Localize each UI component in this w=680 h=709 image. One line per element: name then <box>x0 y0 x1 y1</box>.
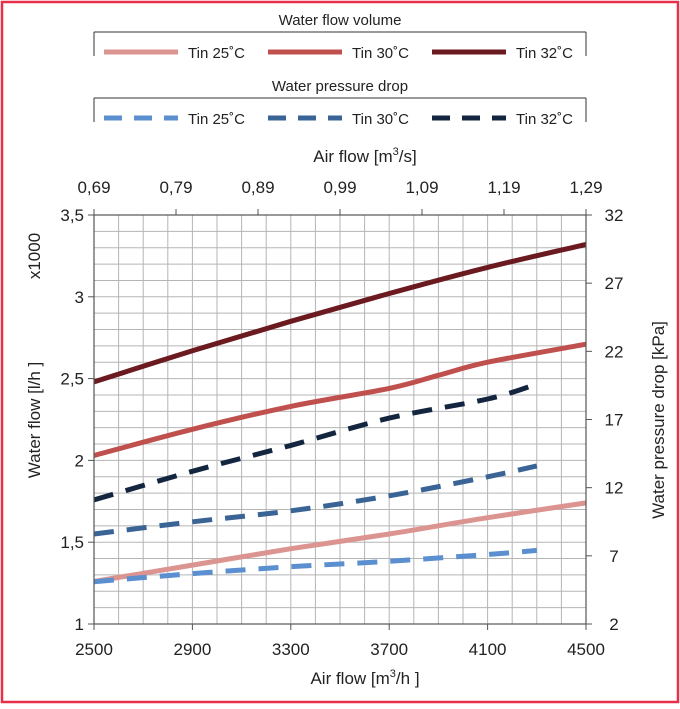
series-group <box>93 241 587 585</box>
legend-label: Tin 30˚C <box>352 111 409 128</box>
y-left-tick-label: 3,5 <box>60 206 84 225</box>
series-line <box>93 500 587 584</box>
grid <box>94 215 586 624</box>
x-bottom-tick-label: 2900 <box>173 640 211 659</box>
legend-entry: Tin 30˚C <box>268 111 409 128</box>
legend-pressure-drop: Water pressure drop Tin 25˚C Tin 30˚C Ti… <box>93 78 587 128</box>
series-line <box>93 241 587 385</box>
x-top-tick-label: 1,09 <box>405 178 438 197</box>
plot-border <box>93 214 587 625</box>
y-right-tick-label: 17 <box>605 411 624 430</box>
legend-entry: Tin 25˚C <box>104 111 245 128</box>
x-top-tick-label: 0,89 <box>241 178 274 197</box>
x-bottom-tick-label: 4100 <box>469 640 507 659</box>
top-axis-title: Air flow [m3/s] <box>313 146 416 166</box>
x-bottom-tick-label: 2500 <box>75 640 113 659</box>
y-left-multiplier: x1000 <box>25 233 44 279</box>
legend-label: Tin 30˚C <box>352 45 409 62</box>
legend-title: Water pressure drop <box>272 78 408 95</box>
x-bottom-tick-label: 4500 <box>567 640 605 659</box>
y-right-tick-label: 7 <box>609 547 618 566</box>
series-line <box>93 463 538 537</box>
legend-label: Tin 25˚C <box>188 111 245 128</box>
y-right-tick-label: 22 <box>605 342 624 361</box>
y-left-tick-label: 2,5 <box>60 370 84 389</box>
tick-labels: 2500 2900 3300 3700 4100 4500 0,69 0,79 0,89 0,99… <box>60 178 623 659</box>
legend-label: Tin 32˚C <box>516 45 573 62</box>
y-left-tick-label: 1 <box>75 615 84 634</box>
x-bottom-tick-label: 3300 <box>272 640 310 659</box>
y-left-tick-label: 3 <box>75 288 84 307</box>
x-top-tick-label: 1,19 <box>487 178 520 197</box>
y-left-title: Water flow [l/h ] <box>25 362 44 479</box>
y-right-tick-label: 2 <box>609 615 618 634</box>
y-right-tick-label: 32 <box>605 206 624 225</box>
legend-entry: Tin 32˚C <box>432 45 573 62</box>
legend-title: Water flow volume <box>279 12 402 29</box>
legend-label: Tin 32˚C <box>516 111 573 128</box>
legend-entry: Tin 32˚C <box>432 111 573 128</box>
bottom-axis-title: Air flow [m3/h ] <box>310 668 419 688</box>
y-right-tick-label: 12 <box>605 479 624 498</box>
y-left-tick-label: 2 <box>75 451 84 470</box>
series-line <box>93 341 587 458</box>
y-left-tick-label: 1,5 <box>60 533 84 552</box>
y-right-tick-label: 27 <box>605 274 624 293</box>
series-line <box>93 381 538 503</box>
series-line <box>93 547 538 585</box>
legend-label: Tin 25˚C <box>188 45 245 62</box>
x-top-tick-label: 0,79 <box>159 178 192 197</box>
x-bottom-tick-label: 3700 <box>370 640 408 659</box>
legend-entry: Tin 25˚C <box>104 45 245 62</box>
x-top-tick-label: 0,69 <box>77 178 110 197</box>
y-right-title: Water pressure drop [kPa] <box>649 321 668 519</box>
x-top-tick-label: 1,29 <box>569 178 602 197</box>
legend-entry: Tin 30˚C <box>268 45 409 62</box>
x-top-tick-label: 0,99 <box>323 178 356 197</box>
legend-water-flow: Water flow volume Tin 25˚C Tin 30˚C Tin … <box>93 12 587 62</box>
